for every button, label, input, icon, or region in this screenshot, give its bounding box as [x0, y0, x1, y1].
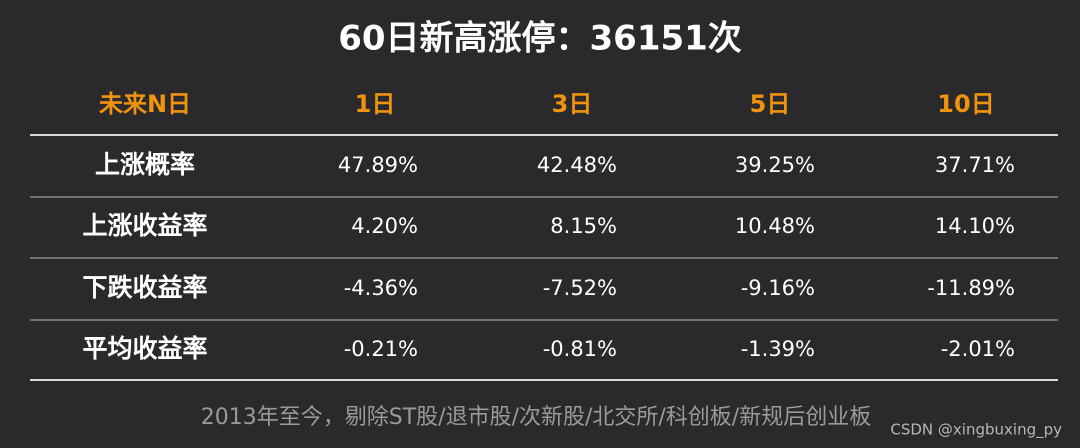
cell-value: 42.48% [537, 153, 617, 177]
watermark: CSDN @xingbuxing_py [890, 421, 1062, 440]
cell-value: 39.25% [735, 153, 815, 177]
cell-value: -4.36% [344, 276, 418, 300]
column-header: 10日 [937, 90, 994, 118]
cell-value: -11.89% [927, 276, 1015, 300]
column-header: 1日 [355, 90, 396, 118]
column-header: 5日 [750, 90, 791, 118]
cell-value: -7.52% [543, 276, 617, 300]
cell-value: -2.01% [941, 337, 1015, 361]
cell-value: -9.16% [741, 276, 815, 300]
row-label: 上涨概率 [95, 150, 195, 179]
footnote: 2013年至今，剔除ST股/退市股/次新股/北交所/科创板/新规后创业板 [201, 405, 871, 430]
title: 60日新高涨停：36151次 [338, 19, 742, 59]
column-header: 未来N日 [99, 90, 191, 118]
cell-value: 37.71% [935, 153, 1015, 177]
cell-value: -0.21% [344, 337, 418, 361]
cell-value: 14.10% [935, 214, 1015, 238]
cell-value: 10.48% [735, 214, 815, 238]
row-label: 上涨收益率 [82, 211, 207, 240]
column-header: 3日 [552, 90, 593, 118]
cell-value: -0.81% [543, 337, 617, 361]
cell-value: 8.15% [550, 214, 617, 238]
row-label: 下跌收益率 [82, 273, 207, 302]
cell-value: 47.89% [338, 153, 418, 177]
cell-value: 4.20% [351, 214, 418, 238]
row-label: 平均收益率 [82, 334, 207, 363]
cell-value: -1.39% [741, 337, 815, 361]
